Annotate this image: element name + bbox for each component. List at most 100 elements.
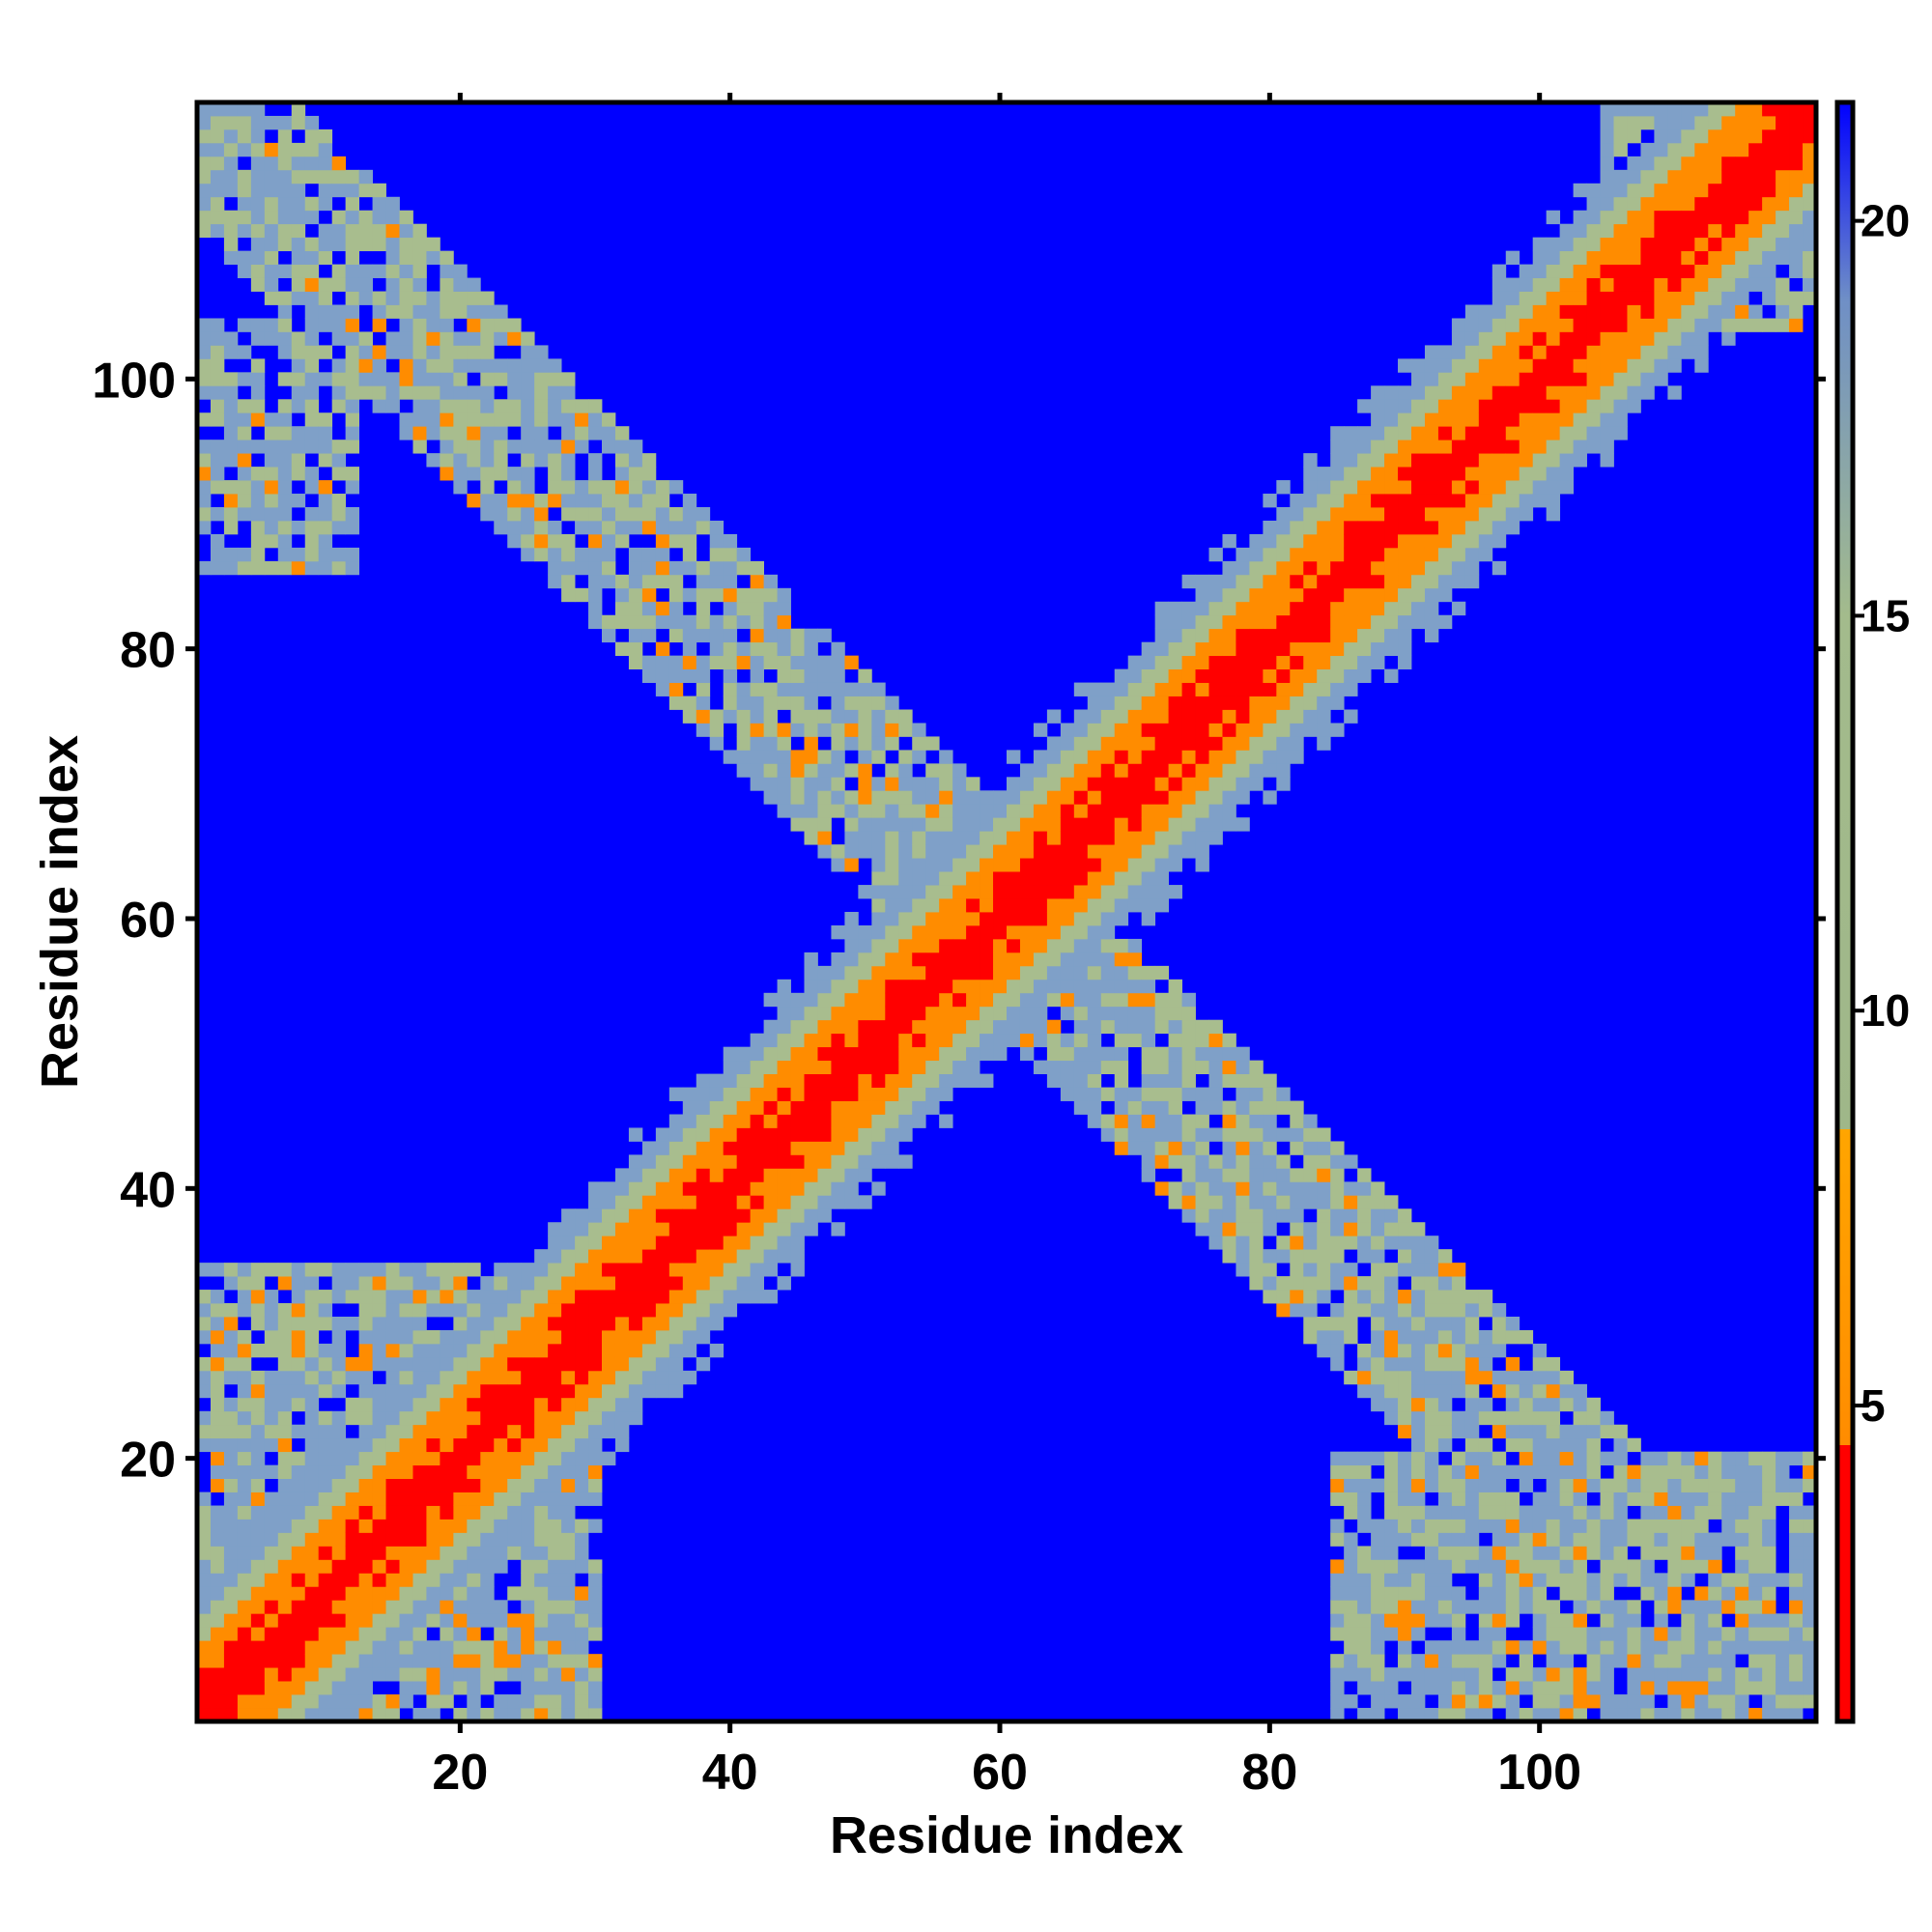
heatmap-cell: [1762, 1613, 1776, 1628]
heatmap-cell: [1559, 237, 1574, 252]
heatmap-cell: [614, 1437, 630, 1453]
heatmap-cell: [628, 507, 643, 522]
heatmap-cell: [709, 533, 724, 549]
heatmap-cell: [575, 1681, 589, 1695]
heatmap-cell: [709, 1236, 724, 1250]
heatmap-cell: [534, 520, 549, 535]
heatmap-cell: [1236, 628, 1250, 643]
heatmap-cell: [1330, 628, 1345, 643]
heatmap-cell: [1586, 358, 1601, 373]
heatmap-cell: [440, 1559, 454, 1574]
heatmap-cell: [197, 1627, 212, 1641]
heatmap-cell: [602, 628, 616, 643]
heatmap-cell: [588, 547, 603, 562]
heatmap-cell: [804, 682, 818, 696]
heatmap-cell: [736, 1127, 752, 1142]
heatmap-cell: [1762, 115, 1776, 130]
heatmap-cell: [291, 494, 306, 508]
heatmap-cell: [925, 1087, 940, 1101]
heatmap-cell: [1087, 1087, 1102, 1101]
heatmap-cell: [1613, 169, 1628, 185]
heatmap-cell: [277, 507, 293, 522]
heatmap-cell: [1290, 533, 1304, 549]
heatmap-cell: [912, 817, 926, 832]
heatmap-cell: [1478, 1681, 1493, 1695]
heatmap-cell: [804, 965, 818, 980]
heatmap-cell: [345, 1681, 359, 1695]
heatmap-cell: [1451, 467, 1466, 481]
heatmap-cell: [1640, 291, 1655, 305]
heatmap-cell: [210, 1464, 225, 1479]
heatmap-cell: [925, 952, 940, 967]
heatmap-cell: [1803, 1654, 1817, 1668]
heatmap-cell: [831, 1006, 845, 1021]
heatmap-cell: [682, 1370, 697, 1385]
heatmap-cell: [264, 1654, 279, 1668]
heatmap-cell: [1559, 1370, 1574, 1385]
heatmap-cell: [1640, 318, 1655, 332]
heatmap-cell: [1654, 372, 1668, 386]
heatmap-cell: [614, 533, 630, 549]
heatmap-cell: [467, 1519, 481, 1533]
heatmap-cell: [1437, 1573, 1453, 1587]
heatmap-cell: [1330, 467, 1345, 481]
heatmap-cell: [1033, 1033, 1048, 1048]
heatmap-cell: [197, 1667, 212, 1682]
heatmap-cell: [331, 1667, 347, 1682]
heatmap-cell: [1019, 979, 1035, 994]
heatmap-cell: [467, 399, 481, 413]
heatmap-cell: [1492, 1451, 1507, 1466]
heatmap-cell: [291, 1263, 306, 1277]
heatmap-cell: [197, 507, 212, 522]
heatmap-cell: [521, 1329, 535, 1345]
heatmap-cell: [952, 924, 967, 940]
heatmap-cell: [1559, 1532, 1574, 1547]
heatmap-cell: [453, 467, 468, 481]
heatmap-cell: [696, 1100, 711, 1115]
heatmap-cell: [871, 898, 886, 913]
heatmap-cell: [1141, 750, 1156, 764]
heatmap-cell: [628, 1343, 643, 1358]
heatmap-cell: [1127, 682, 1143, 696]
heatmap-cell: [588, 1222, 603, 1236]
heatmap-cell: [1654, 1573, 1668, 1587]
heatmap-cell: [1344, 1464, 1358, 1479]
heatmap-cell: [480, 1613, 495, 1628]
heatmap-cell: [250, 1290, 266, 1304]
heatmap-cell: [1762, 1559, 1776, 1574]
heatmap-cell: [453, 1370, 468, 1385]
heatmap-cell: [668, 507, 684, 522]
heatmap-cell: [1181, 1141, 1196, 1155]
heatmap-cell: [1789, 1654, 1804, 1668]
heatmap-cell: [237, 1492, 252, 1506]
heatmap-cell: [440, 264, 454, 278]
heatmap-cell: [1708, 250, 1722, 265]
heatmap-cell: [1073, 1087, 1089, 1101]
heatmap-cell: [817, 1033, 832, 1048]
heatmap-cell: [1222, 1222, 1236, 1236]
heatmap-cell: [709, 1249, 724, 1264]
heatmap-cell: [521, 1519, 535, 1533]
heatmap-cell: [1317, 1276, 1331, 1291]
heatmap-cell: [1344, 587, 1358, 603]
heatmap-cell: [358, 1573, 373, 1587]
heatmap-cell: [1168, 668, 1182, 683]
heatmap-cell: [1776, 102, 1790, 117]
heatmap-cell: [372, 1343, 386, 1358]
heatmap-cell: [641, 1263, 657, 1277]
heatmap-cell: [237, 1478, 252, 1492]
heatmap-cell: [750, 574, 764, 589]
heatmap-cell: [1681, 345, 1695, 359]
heatmap-cell: [1181, 1181, 1196, 1196]
heatmap-cell: [1478, 1437, 1493, 1453]
heatmap-cell: [1546, 385, 1561, 400]
heatmap-cell: [318, 1613, 333, 1628]
heatmap-cell: [641, 1317, 657, 1331]
heatmap-cell: [898, 777, 913, 791]
heatmap-cell: [223, 102, 239, 117]
heatmap-cell: [1168, 1100, 1182, 1115]
heatmap-cell: [1789, 183, 1804, 198]
heatmap-cell: [1627, 1559, 1641, 1574]
heatmap-cell: [804, 1006, 818, 1021]
heatmap-cell: [250, 1383, 266, 1399]
